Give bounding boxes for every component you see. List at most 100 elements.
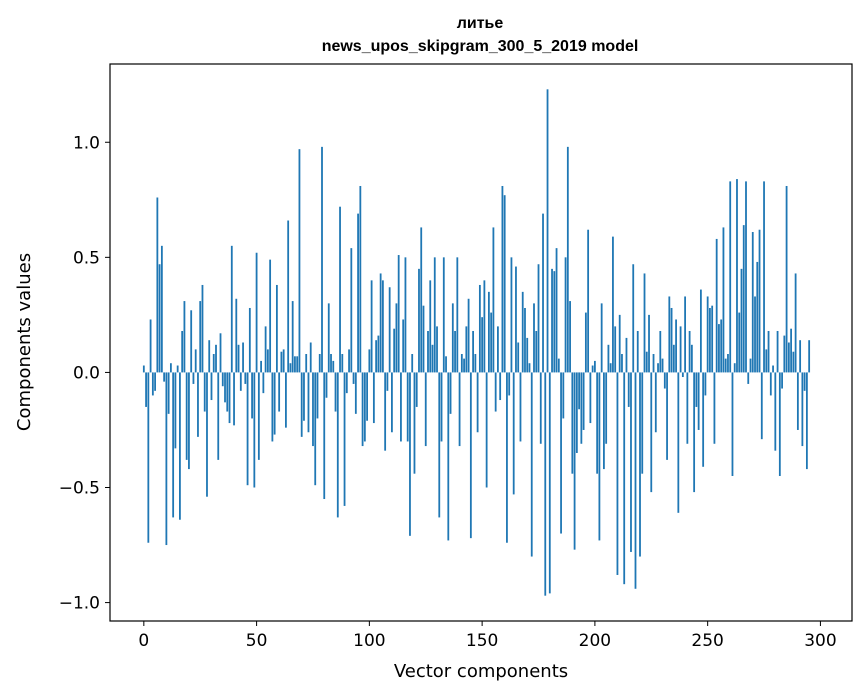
bar-179 xyxy=(546,89,549,373)
bar-100 xyxy=(368,349,371,373)
bar-275 xyxy=(763,181,765,373)
bar-56 xyxy=(269,259,272,373)
bar-151 xyxy=(483,280,486,373)
y-tick-label: 1.0 xyxy=(73,133,100,153)
bar-272 xyxy=(756,261,759,373)
bar-260 xyxy=(729,181,732,373)
bar-47 xyxy=(248,307,251,373)
bar-86 xyxy=(336,372,339,518)
bar-161 xyxy=(506,372,508,543)
bar-111 xyxy=(393,328,396,373)
bar-25 xyxy=(199,301,202,373)
bar-221 xyxy=(641,372,644,474)
bar-6 xyxy=(156,197,159,373)
bar-292 xyxy=(801,372,804,447)
bar-216 xyxy=(630,372,632,552)
bar-198 xyxy=(589,372,592,424)
bar-98 xyxy=(363,372,366,442)
bar-197 xyxy=(587,229,590,373)
bar-283 xyxy=(781,372,783,389)
bar-133 xyxy=(442,257,445,373)
bar-187 xyxy=(564,257,567,373)
x-tick-label: 100 xyxy=(353,631,385,651)
bar-156 xyxy=(494,372,497,412)
bar-101 xyxy=(370,280,373,373)
bar-225 xyxy=(650,372,653,493)
x-tick-label: 150 xyxy=(466,631,498,651)
bar-188 xyxy=(566,146,569,373)
bar-196 xyxy=(584,312,587,373)
bar-74 xyxy=(309,342,312,373)
bar-90 xyxy=(345,372,348,394)
bar-280 xyxy=(774,372,777,451)
bar-8 xyxy=(160,245,163,373)
bar-68 xyxy=(296,356,299,373)
bar-1 xyxy=(145,372,147,407)
bar-189 xyxy=(569,301,571,373)
bar-153 xyxy=(487,291,490,373)
bar-155 xyxy=(492,227,495,373)
bar-165 xyxy=(515,266,517,373)
bar-269 xyxy=(749,358,752,373)
bar-120 xyxy=(413,372,416,474)
bar-107 xyxy=(384,372,387,451)
bar-226 xyxy=(652,354,655,373)
bar-103 xyxy=(375,340,378,373)
bar-53 xyxy=(262,372,265,394)
bar-149 xyxy=(478,284,481,373)
bar-3 xyxy=(149,319,152,373)
bar-73 xyxy=(307,372,310,433)
bar-82 xyxy=(327,303,330,373)
bar-152 xyxy=(485,372,488,488)
bar-224 xyxy=(648,314,650,373)
bar-17 xyxy=(181,330,184,373)
bar-293 xyxy=(803,372,806,391)
bar-122 xyxy=(418,268,420,373)
bar-290 xyxy=(796,372,799,430)
bar-134 xyxy=(445,356,447,373)
bar-177 xyxy=(542,213,544,373)
bar-106 xyxy=(381,280,384,373)
bar-32 xyxy=(215,344,217,373)
bar-235 xyxy=(672,344,675,373)
bar-28 xyxy=(206,372,208,497)
bar-268 xyxy=(747,372,750,384)
bar-284 xyxy=(783,335,786,373)
bar-30 xyxy=(210,372,213,401)
bar-60 xyxy=(278,372,281,412)
bar-26 xyxy=(201,284,204,373)
bar-24 xyxy=(197,372,199,437)
bar-186 xyxy=(562,372,565,419)
bar-72 xyxy=(305,354,308,373)
bar-41 xyxy=(235,298,238,373)
bar-135 xyxy=(447,372,450,541)
bar-185 xyxy=(560,372,562,534)
bar-117 xyxy=(406,372,409,442)
bar-277 xyxy=(767,330,770,373)
bar-184 xyxy=(557,358,560,373)
bar-71 xyxy=(303,372,305,421)
bar-257 xyxy=(722,227,725,373)
bar-124 xyxy=(422,305,425,373)
bar-138 xyxy=(454,330,456,373)
bar-54 xyxy=(264,326,267,373)
bar-227 xyxy=(654,372,657,433)
bar-104 xyxy=(377,335,380,373)
bar-215 xyxy=(627,372,630,407)
bar-199 xyxy=(591,365,594,373)
bar-244 xyxy=(693,372,696,493)
bar-114 xyxy=(400,372,402,442)
bar-262 xyxy=(733,363,736,373)
bar-239 xyxy=(681,372,684,378)
bar-160 xyxy=(503,195,506,373)
bar-258 xyxy=(724,358,727,373)
bar-77 xyxy=(316,372,319,419)
bar-279 xyxy=(772,365,774,373)
bar-202 xyxy=(598,372,601,541)
chart-subtitle: news_upos_skipgram_300_5_2019 model xyxy=(322,38,639,55)
bar-278 xyxy=(769,372,772,396)
bar-190 xyxy=(571,372,574,474)
bar-105 xyxy=(379,273,382,373)
bar-23 xyxy=(194,349,197,373)
x-tick-label: 200 xyxy=(579,631,611,651)
